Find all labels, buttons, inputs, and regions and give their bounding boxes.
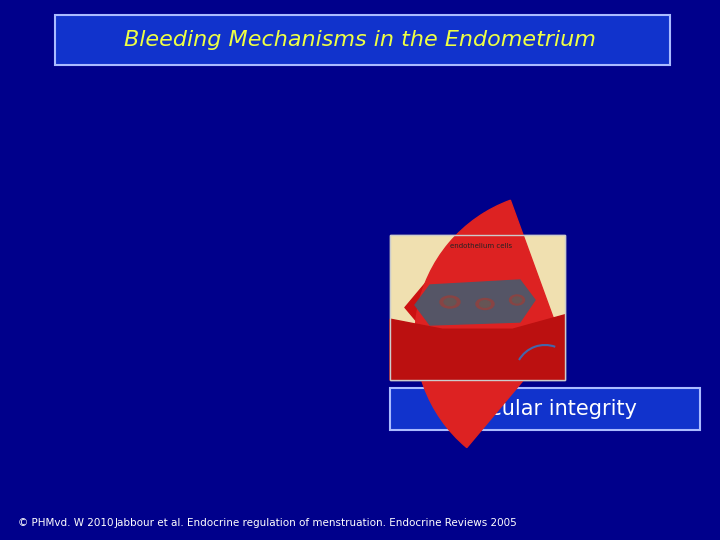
- FancyBboxPatch shape: [55, 15, 670, 65]
- Text: © PHMvd. W 2010: © PHMvd. W 2010: [18, 518, 114, 528]
- Text: Jabbour et al. Endocrine regulation of menstruation. Endocrine Reviews 2005: Jabbour et al. Endocrine regulation of m…: [115, 518, 518, 528]
- FancyBboxPatch shape: [390, 388, 700, 430]
- Text: Bleeding Mechanisms in the Endometrium: Bleeding Mechanisms in the Endometrium: [124, 30, 596, 50]
- Ellipse shape: [476, 299, 494, 309]
- Text: endothelium cells: endothelium cells: [450, 243, 512, 249]
- Ellipse shape: [440, 296, 460, 308]
- Ellipse shape: [513, 297, 521, 303]
- Ellipse shape: [510, 295, 524, 305]
- Bar: [390, 235, 565, 380]
- Wedge shape: [405, 213, 528, 402]
- Ellipse shape: [444, 299, 456, 306]
- Ellipse shape: [480, 301, 490, 307]
- Wedge shape: [415, 200, 560, 448]
- Polygon shape: [390, 315, 565, 380]
- Polygon shape: [415, 280, 535, 325]
- Text: Vascular integrity: Vascular integrity: [454, 399, 636, 419]
